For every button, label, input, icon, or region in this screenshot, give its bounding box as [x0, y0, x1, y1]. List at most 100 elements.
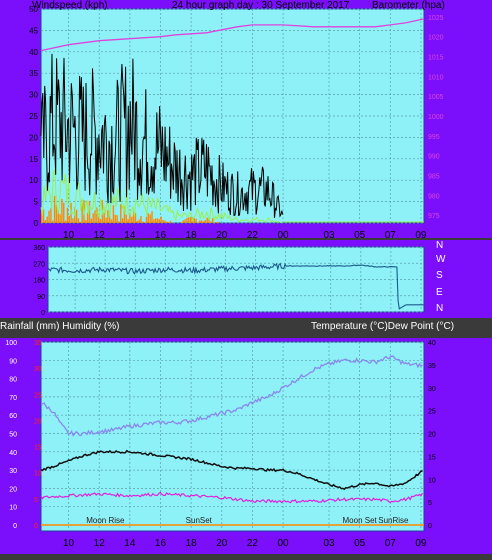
rain-bar: [48, 210, 50, 223]
p3-temperature-tick-label: 35: [428, 363, 436, 370]
rain-bar: [96, 207, 98, 223]
rain-bar: [195, 218, 197, 223]
p3-humidity-tick-label: 60: [9, 413, 17, 420]
p3-temperature-tick-label: 10: [428, 477, 436, 484]
p3-humidity-tick-label: 20: [9, 486, 17, 493]
p3-x-tick-label: 20: [216, 538, 228, 549]
rain-bar: [44, 220, 47, 223]
p1-x-tick-label: 00: [277, 230, 289, 241]
rain-bar: [136, 220, 138, 223]
p3-humidity-tick-label: 50: [9, 432, 17, 439]
p3-rain-tick-label: 25: [34, 392, 42, 399]
p1-x-tick-label: 20: [216, 230, 228, 241]
rain-bar: [208, 218, 210, 223]
p3-x-tick-label: 00: [277, 538, 289, 549]
p3-rain-tick-label: 10: [34, 471, 42, 478]
p1-y-left-tick-label: 5: [34, 198, 39, 207]
rain-bar: [81, 200, 83, 223]
p3-temperature-tick-label: 0: [428, 523, 432, 530]
panel-labels: Windspeed (kph) 24 hour graph day : 30 S…: [0, 0, 454, 332]
p2-y-tick-label: 360: [33, 245, 45, 252]
barometer-axis-label: Barometer (hpa): [372, 0, 445, 11]
rain-bar: [46, 216, 48, 223]
p1-y-left-tick-label: 40: [29, 48, 38, 57]
rain-bar: [199, 220, 201, 223]
rain-bar: [188, 217, 190, 223]
rain-bar: [86, 212, 89, 223]
p1-x-tick-label: 12: [94, 230, 106, 241]
rain-bar: [50, 208, 52, 223]
rain-bar: [79, 221, 82, 223]
rain-bar: [169, 220, 172, 223]
rain-bar: [145, 216, 148, 223]
p3-humidity-tick-label: 10: [9, 505, 17, 512]
rain-bar: [52, 220, 54, 223]
panel-3-content: 10 12 14 16 18 20 22 00 03 05 07 090102030405060708…: [5, 340, 436, 549]
rain-bar: [131, 216, 133, 223]
rain-bar: [123, 206, 126, 223]
rain-bar: [132, 211, 135, 223]
rain-bar: [116, 215, 118, 223]
rain-bar: [68, 215, 70, 223]
rain-bar: [75, 209, 78, 223]
p3-rain-tick-label: 35: [34, 340, 42, 347]
p3-x-tick-label: 05: [354, 538, 366, 549]
rain-bar: [171, 222, 173, 224]
rain-bar: [88, 200, 91, 223]
p3-humidity-tick-label: 100: [5, 340, 17, 347]
p1-x-tick-label: 14: [124, 230, 136, 241]
rain-bar: [77, 218, 80, 223]
p3-x-tick-label: 10: [63, 538, 75, 549]
p3-temperature-tick-label: 5: [428, 500, 432, 507]
rain-bar: [204, 219, 207, 223]
p3-rain-tick-label: 0: [34, 523, 38, 530]
p3-rain-tick-label: 20: [34, 418, 42, 425]
p3-rain-tick-label: 5: [34, 497, 38, 504]
rain-bar: [167, 222, 170, 223]
windspeed-line: [40, 53, 284, 218]
p1-y-left-tick-label: 45: [29, 26, 38, 35]
rain-bar: [103, 212, 105, 223]
rain-bar: [121, 218, 124, 223]
rain-bar: [57, 210, 59, 223]
rain-bar: [92, 213, 94, 223]
astronomy-annotation: SunRise: [378, 516, 409, 525]
rain-bar: [41, 211, 43, 223]
p1-y-right-tick-label: 990: [428, 154, 440, 161]
p1-y-left-tick-label: 30: [29, 91, 38, 100]
p3-x-tick-label: 07: [385, 538, 397, 549]
rain-bar: [156, 218, 159, 223]
p1-y-left-tick-label: 15: [29, 155, 38, 164]
p1-y-left-tick-label: 25: [29, 112, 38, 121]
p1-x-tick-label: 18: [186, 230, 198, 241]
rain-bar: [118, 221, 120, 223]
p2-y-tick-label: 180: [33, 278, 45, 285]
p3-x-tick-label: 22: [247, 538, 259, 549]
compass-label: E: [436, 287, 443, 298]
p3-humidity-tick-label: 0: [13, 523, 17, 530]
rain-bar: [61, 198, 63, 223]
p3-x-tick-label: 12: [94, 538, 106, 549]
rain-bar: [210, 221, 212, 223]
rain-bar: [105, 217, 107, 223]
astronomy-annotation: SunSet: [186, 516, 213, 525]
rainfall-humidity-axis-label: Rainfall (mm) Humidity (%): [0, 321, 119, 332]
p1-y-right-tick-label: 985: [428, 173, 440, 180]
astronomy-annotation: Moon Rise: [86, 516, 125, 525]
p1-y-right-tick-label: 1005: [428, 94, 444, 101]
p1-y-right-tick-label: 1015: [428, 55, 444, 62]
p3-rain-tick-label: 30: [34, 366, 42, 373]
p3-x-tick-label: 09: [415, 538, 427, 549]
p3-humidity-tick-label: 40: [9, 450, 17, 457]
rain-bar: [59, 214, 61, 223]
p1-y-right-tick-label: 1010: [428, 74, 444, 81]
dewpoint-line: [40, 449, 423, 491]
rain-bar: [200, 220, 203, 223]
rain-bar: [182, 220, 184, 223]
rain-bar: [180, 222, 183, 223]
rain-bar: [127, 219, 129, 223]
p3-x-tick-label: 16: [155, 538, 167, 549]
rain-bar: [189, 216, 192, 223]
rain-bar: [66, 207, 69, 223]
